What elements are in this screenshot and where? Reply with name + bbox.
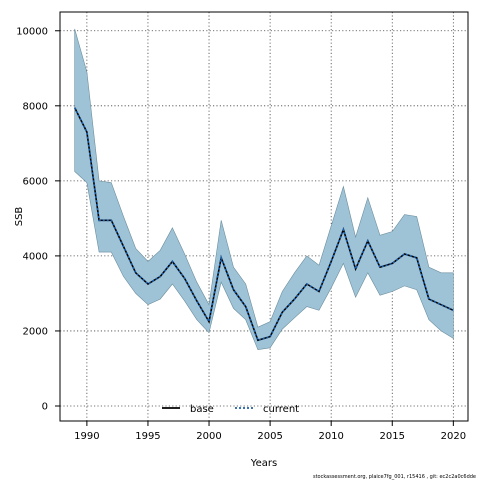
y-tick-label-6000: 6000 (23, 176, 48, 187)
y-tick-label-4000: 4000 (23, 251, 48, 262)
x-tick-label-2010: 2010 (318, 431, 343, 442)
x-tick-label-2000: 2000 (196, 431, 221, 442)
plot-frame (59, 11, 469, 422)
x-axis-title: Years (250, 458, 277, 469)
y-tick-label-8000: 8000 (23, 101, 48, 112)
legend-label-base: base (190, 404, 214, 415)
series-line-base (73, 107, 454, 342)
legend: base current (162, 404, 299, 415)
y-tick-label-10000: 10000 (16, 26, 48, 37)
x-axis: 1990 1995 2000 2005 2010 2015 2020 (74, 421, 466, 442)
footer-credit: stockassessment.org, plaice7fg_001, r154… (313, 474, 476, 480)
y-tick-label-2000: 2000 (23, 326, 48, 337)
x-tick-label-2005: 2005 (257, 431, 282, 442)
x-tick-label-2015: 2015 (380, 431, 405, 442)
series-layer (73, 107, 454, 342)
series-line-current (73, 107, 454, 342)
x-tick-label-1990: 1990 (74, 431, 99, 442)
x-tick-label-2020: 2020 (441, 431, 466, 442)
legend-label-current: current (263, 404, 299, 415)
confidence-band (74, 28, 454, 351)
x-tick-label-1995: 1995 (135, 431, 160, 442)
y-axis: 0 2000 4000 6000 8000 10000 (16, 26, 60, 412)
y-axis-title: SSB (14, 207, 25, 227)
y-tick-label-0: 0 (42, 401, 48, 412)
